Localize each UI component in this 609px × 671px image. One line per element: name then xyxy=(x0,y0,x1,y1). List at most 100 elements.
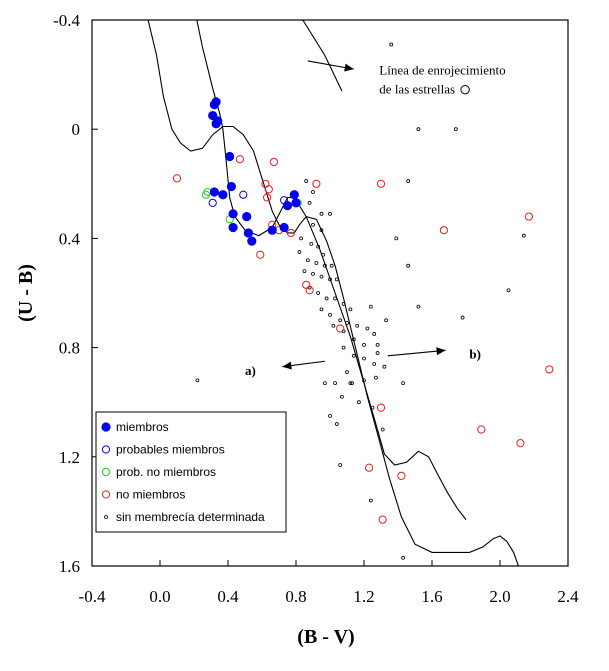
point-sin-membrec-a-determinada xyxy=(372,332,377,336)
point-sin-membrec-a-determinada xyxy=(319,211,324,216)
arrows-layer xyxy=(282,60,446,370)
point-sin-membrec-a-determinada xyxy=(299,236,304,241)
y-tick-label: 0.4 xyxy=(59,229,81,248)
point-sin-membrec-a-determinada xyxy=(328,277,332,282)
point-sin-membrec-a-determinada xyxy=(380,427,385,432)
sequence-lower xyxy=(147,20,520,566)
point-sin-membrec-a-determinada xyxy=(328,312,332,317)
x-tick-label: -0.4 xyxy=(79,587,106,606)
legend-label: no miembros xyxy=(116,488,185,502)
point-miembros xyxy=(225,151,235,162)
reddening-line xyxy=(302,20,343,92)
point-sin-membrec-a-determinada xyxy=(305,258,310,263)
point-sin-membrec-a-determinada xyxy=(311,222,315,227)
point-sin-membrec-a-determinada xyxy=(460,315,465,320)
point-no-miembros xyxy=(269,157,278,167)
point-sin-membrec-a-determinada xyxy=(453,127,458,132)
x-tick-label: 2.4 xyxy=(557,587,579,606)
point-sin-membrec-a-determinada xyxy=(355,323,360,328)
point-sin-membrec-a-determinada xyxy=(311,271,315,276)
point-sin-membrec-a-determinada xyxy=(341,345,346,350)
legend-label: sin membrecía determinada xyxy=(116,510,265,524)
point-sin-membrec-a-determinada xyxy=(333,381,338,385)
reddening-arrow xyxy=(307,60,354,72)
point-sin-membrec-a-determinada xyxy=(319,228,324,233)
point-sin-membrec-a-determinada xyxy=(368,498,373,503)
point-sin-membrec-a-determinada xyxy=(338,463,343,467)
point-sin-membrec-a-determinada xyxy=(362,378,366,383)
point-sin-membrec-a-determinada xyxy=(416,127,421,132)
point-no-miembros xyxy=(263,193,272,202)
point-no-miembros xyxy=(397,471,406,481)
point-no-miembros xyxy=(312,179,321,188)
point-sin-membrec-a-determinada xyxy=(362,342,366,347)
point-sin-membrec-a-determinada xyxy=(406,179,411,183)
point-sin-membrec-a-determinada xyxy=(338,318,343,323)
point-sin-membrec-a-determinada xyxy=(319,307,324,312)
point-sin-membrec-a-determinada xyxy=(297,250,302,254)
x-tick-label: 0.8 xyxy=(285,587,306,606)
point-no-miembros xyxy=(264,185,273,194)
point-sin-membrec-a-determinada xyxy=(319,274,324,279)
point-sin-membrec-a-determinada xyxy=(324,296,329,301)
point-no-miembros xyxy=(235,155,244,164)
point-sin-membrec-a-determinada xyxy=(331,323,336,328)
point-sin-membrec-a-determinada xyxy=(322,263,327,268)
point-sin-membrec-a-determinada xyxy=(348,381,353,385)
point-sin-membrec-a-determinada xyxy=(309,241,314,246)
point-sin-membrec-a-determinada xyxy=(384,318,389,323)
legend-marker-icon xyxy=(101,490,111,499)
point-no-miembros xyxy=(336,324,345,333)
legend-box xyxy=(95,411,287,533)
legend-item-prob-no-miembros: prob. no miembros xyxy=(101,465,216,479)
point-miembros xyxy=(242,211,252,222)
legend-marker-icon xyxy=(101,422,111,432)
point-sin-membrec-a-determinada xyxy=(375,351,380,355)
point-sin-membrec-a-determinada xyxy=(333,296,338,301)
point-probables-miembros xyxy=(208,198,217,208)
point-miembros xyxy=(211,119,221,129)
point-miembros xyxy=(279,222,289,233)
point-no-miembros xyxy=(524,212,534,221)
legend-label: miembros xyxy=(116,420,169,434)
point-sin-membrec-a-determinada xyxy=(394,236,399,241)
legend: miembros probables miembros prob. no miemb… xyxy=(95,411,287,533)
point-sin-membrec-a-determinada xyxy=(321,252,326,257)
point-sin-membrec-a-determinada xyxy=(372,362,377,366)
point-sin-membrec-a-determinada xyxy=(356,400,361,405)
point-sin-membrec-a-determinada xyxy=(351,337,356,342)
point-sin-membrec-a-determinada xyxy=(416,304,421,309)
point-sin-membrec-a-determinada xyxy=(341,302,346,306)
y-tick-label: -0.4 xyxy=(53,11,80,30)
point-miembros xyxy=(289,190,299,200)
point-no-miembros xyxy=(256,250,265,259)
point-sin-membrec-a-determinada xyxy=(365,326,370,331)
legend-item-probables-miembros: probables miembros xyxy=(101,443,225,457)
x-tick-label: 0.4 xyxy=(217,587,239,606)
y-tick-label: 1.2 xyxy=(59,448,80,467)
point-sin-membrec-a-determinada xyxy=(368,304,373,309)
point-prob-no-miembros xyxy=(201,190,210,199)
point-no-miembros xyxy=(261,179,270,188)
point-sin-membrec-a-determinada xyxy=(389,42,394,47)
legend-label: prob. no miembros xyxy=(116,465,216,479)
point-probables-miembros xyxy=(239,190,248,199)
point-sin-membrec-a-determinada xyxy=(328,211,332,216)
point-sin-membrec-a-determinada xyxy=(334,277,339,282)
point-miembros xyxy=(228,209,238,219)
point-miembros xyxy=(282,201,293,211)
reddening-label-line1: Línea de enrojecimiento xyxy=(379,63,505,78)
point-sin-membrec-a-determinada xyxy=(302,269,307,274)
point-sin-membrec-a-determinada xyxy=(506,288,511,293)
point-sin-membrec-a-determinada xyxy=(316,244,321,249)
point-sin-membrec-a-determinada xyxy=(375,342,380,347)
point-no-miembros xyxy=(376,403,386,412)
point-sin-membrec-a-determinada xyxy=(351,353,356,358)
point-sin-membrec-a-determinada xyxy=(304,179,309,183)
arrow-a xyxy=(282,360,325,370)
x-tick-label: 1.2 xyxy=(353,587,374,606)
point-no-miembros xyxy=(302,280,311,289)
label-a: a) xyxy=(245,363,256,378)
axis-ticks: -0.4 0.0 0.4 0.8 1.2 1.6 2.0 2.4 -0.4 0 0.4 0.8 1.2 1… xyxy=(53,11,579,606)
